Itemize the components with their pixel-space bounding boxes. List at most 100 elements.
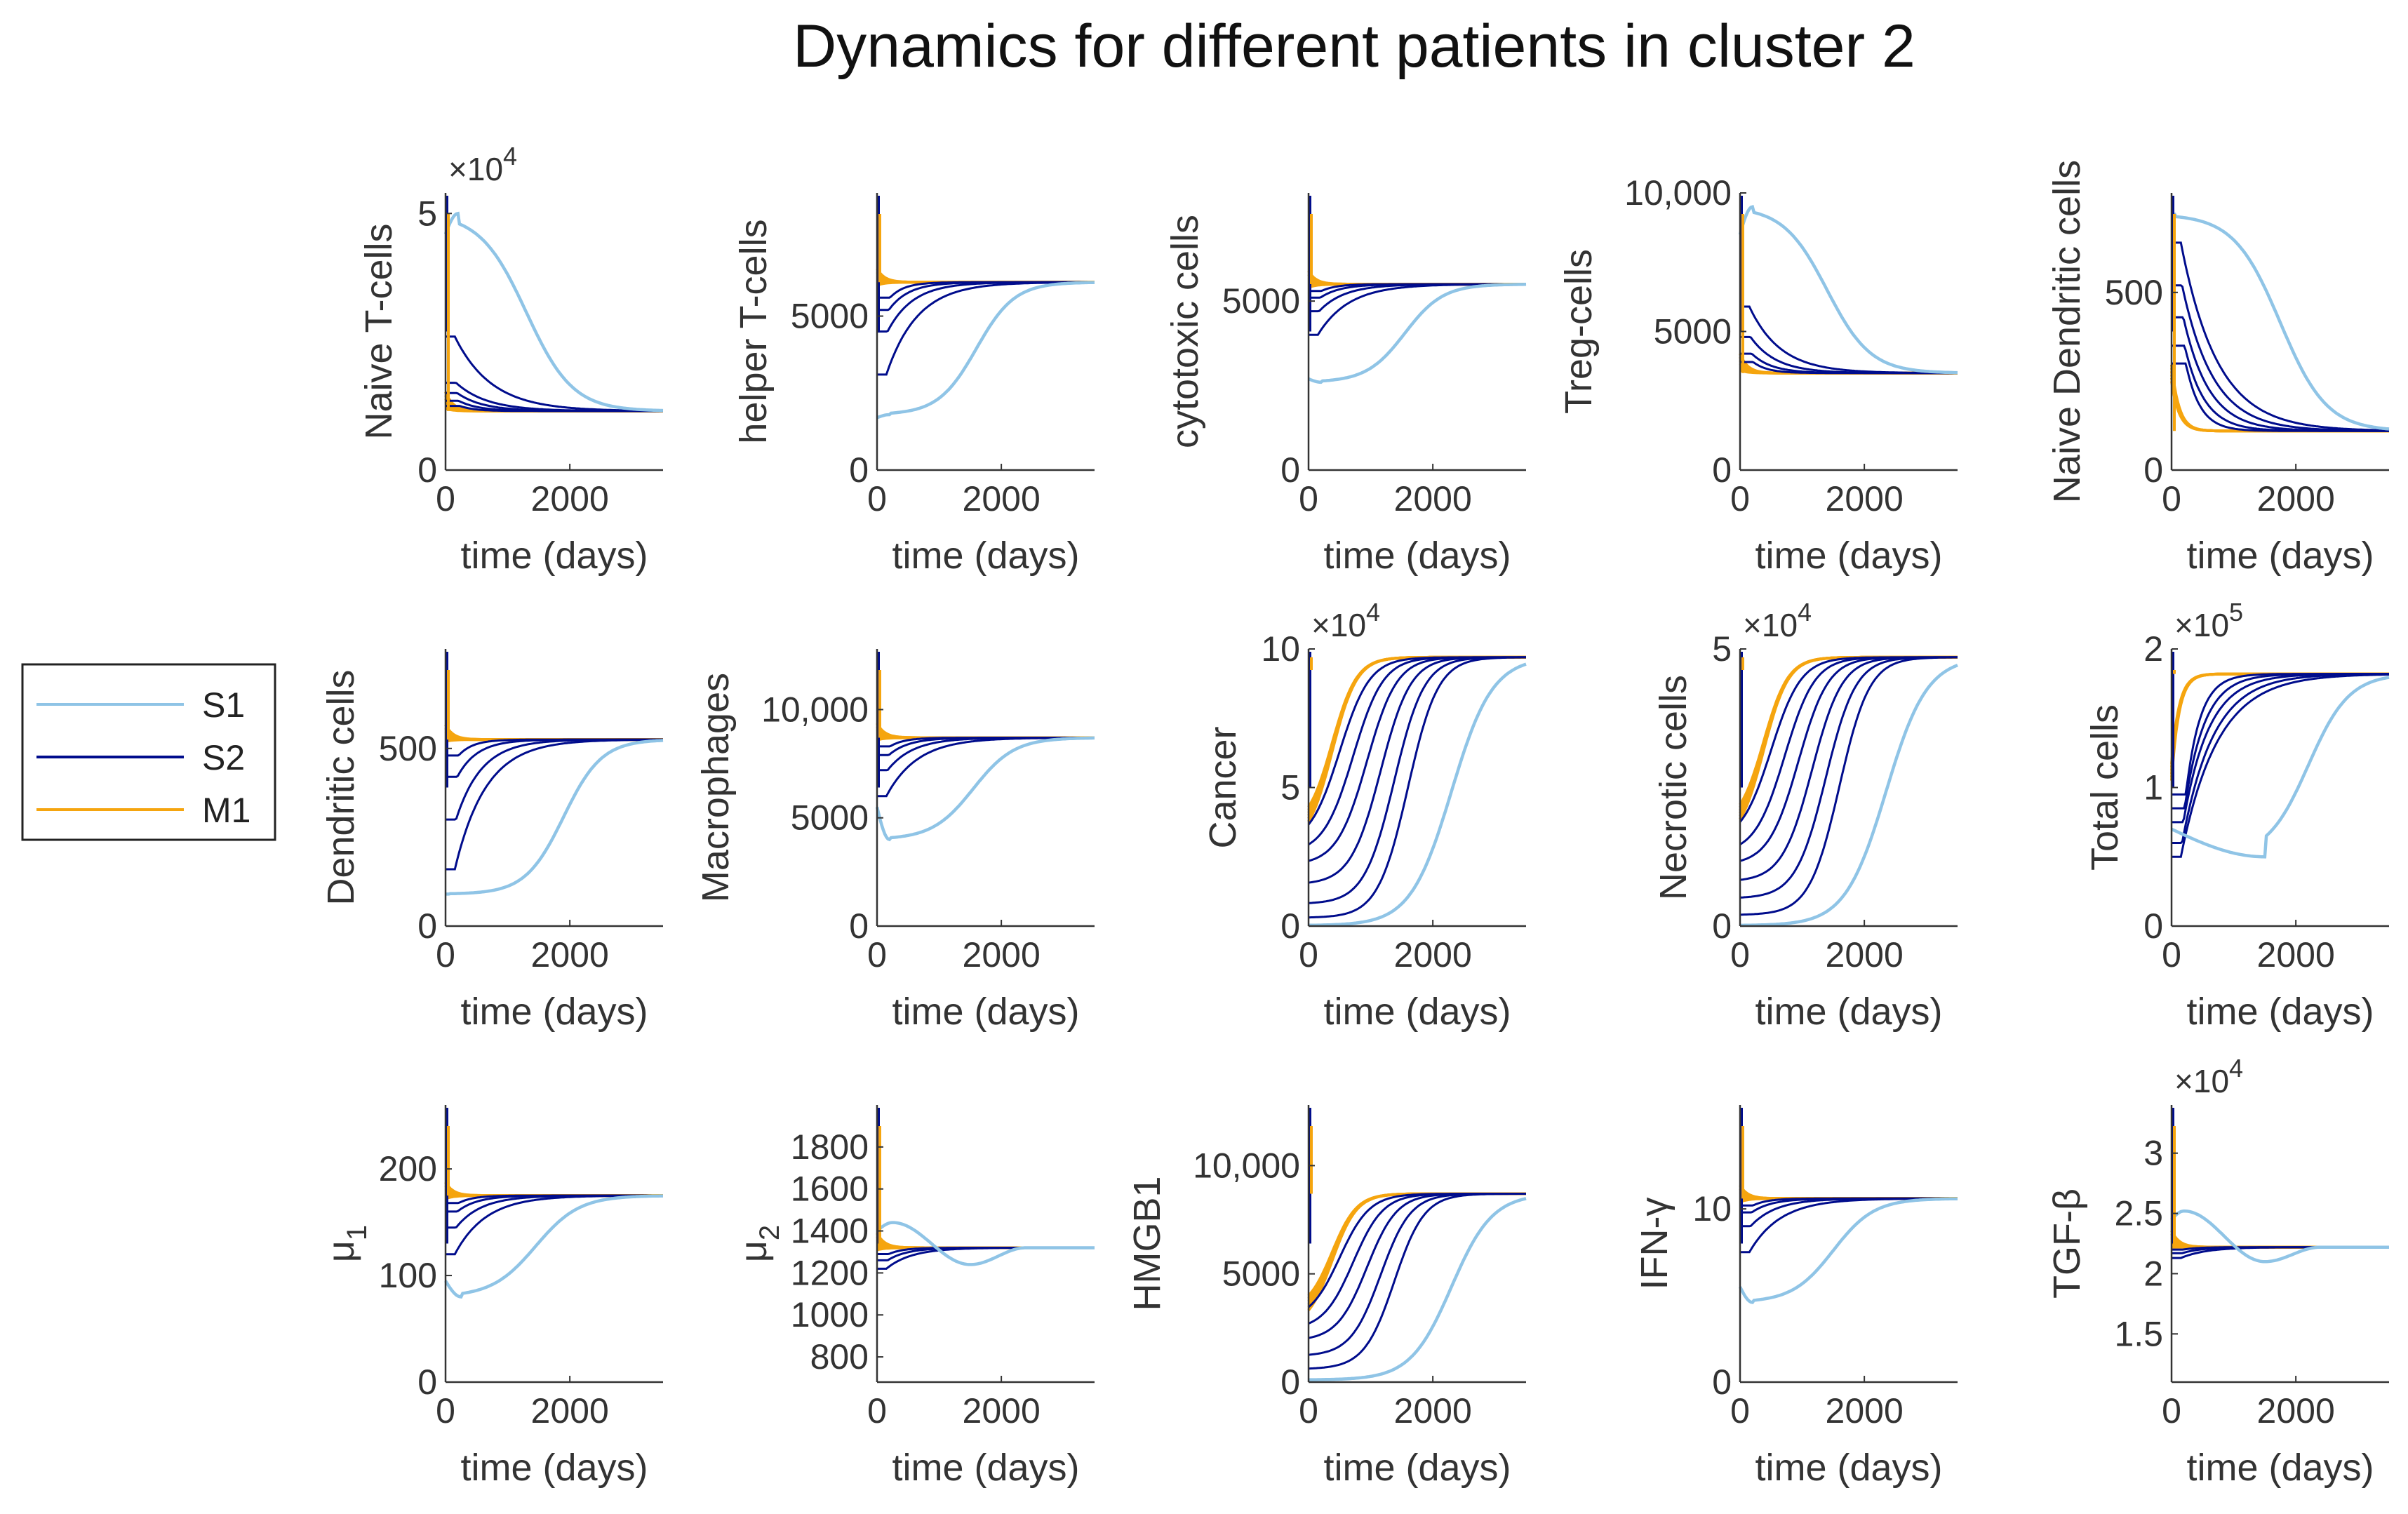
y-tick-label: 10,000: [1624, 173, 1732, 213]
y-tick-label: 1000: [791, 1295, 869, 1334]
y-tick-label: 1400: [791, 1212, 869, 1251]
x-tick-label: 0: [1730, 479, 1750, 518]
y-axis-label: IFN-γ: [1633, 1198, 1675, 1290]
series-s2-line: [1308, 656, 1526, 919]
y-tick-label: 5000: [1222, 281, 1300, 321]
y-tick-label: 200: [379, 1149, 437, 1188]
series-s2-line: [2172, 284, 2389, 432]
series-m1-line: [1739, 1184, 1958, 1200]
series-s1-line: [876, 281, 1095, 420]
series-s2-line: [1740, 656, 1958, 916]
series-s2-line: [1739, 656, 1958, 862]
y-axis-exponent: ×104: [448, 142, 517, 187]
series-m1-line: [2170, 672, 2389, 765]
x-axis-label: time (days): [1755, 535, 1942, 577]
x-tick-label: 2000: [1826, 479, 1904, 518]
series-m1-line: [876, 1235, 1095, 1250]
y-tick-label: 10: [1692, 1189, 1732, 1228]
series-m1-line: [1739, 655, 1958, 812]
subplot-11: 0 2000 0 100 200 time (days) μ1: [320, 1105, 663, 1489]
y-axis-exponent-power: 4: [1366, 598, 1380, 627]
x-axis-label: time (days): [1755, 991, 1942, 1033]
y-axis-label: Cancer: [1202, 726, 1244, 848]
series-m1-line: [444, 1181, 663, 1198]
series-s2-line: [2172, 241, 2390, 431]
x-tick-label: 0: [867, 935, 887, 974]
y-tick-label: 0: [1712, 906, 1732, 946]
x-tick-label: 2000: [1394, 479, 1472, 518]
x-axis-label: time (days): [2186, 535, 2374, 577]
y-tick-label: 0: [417, 906, 437, 946]
series-m1-line: [876, 722, 1095, 739]
y-axis-label: HMGB1: [1126, 1176, 1168, 1311]
x-axis-label: time (days): [1755, 1447, 1942, 1489]
x-tick-label: 2000: [1826, 1391, 1904, 1431]
x-tick-label: 2000: [963, 935, 1041, 974]
y-tick-label: 0: [2143, 450, 2163, 490]
x-tick-label: 2000: [531, 935, 609, 974]
x-tick-label: 0: [2162, 479, 2181, 518]
y-axis-label-subscript: 1: [342, 1225, 373, 1240]
x-tick-label: 2000: [2257, 1391, 2335, 1431]
x-tick-label: 2000: [963, 1391, 1041, 1431]
y-axis-exponent: ×104: [2174, 1054, 2243, 1099]
series-s1-line: [875, 736, 1095, 842]
series-s2-line: [446, 405, 663, 413]
subplot-3: 0 2000 0 5000 time (days) cytotoxic cells: [1164, 193, 1527, 577]
series-s1-line: [1740, 664, 1958, 927]
series-s2-line: [2172, 673, 2389, 796]
legend-label-m1: M1: [202, 791, 250, 830]
series-s1-line: [1738, 1197, 1958, 1304]
x-axis-label: time (days): [2186, 991, 2374, 1033]
series-m1-line: [1307, 655, 1526, 814]
x-tick-label: 0: [1730, 1391, 1750, 1431]
y-axis-exponent-power: 4: [2229, 1054, 2243, 1083]
series-s1-line: [2171, 676, 2390, 859]
series-s2-line: [2172, 673, 2389, 824]
x-tick-label: 0: [867, 1391, 887, 1431]
x-tick-label: 0: [1299, 479, 1318, 518]
series-s1-line: [443, 211, 664, 413]
y-tick-label: 0: [1280, 450, 1300, 490]
series-m1-line: [1307, 655, 1526, 811]
x-tick-label: 0: [436, 479, 455, 518]
x-tick-label: 2000: [1394, 1391, 1472, 1431]
series-s2-line: [877, 737, 1095, 748]
y-axis-label: TGF-β: [2046, 1188, 2088, 1299]
series-m1-line: [876, 725, 1095, 739]
series-m1-line: [876, 1232, 1095, 1250]
x-tick-label: 0: [1299, 935, 1318, 974]
subplot-5: 0 2000 0 500 time (days) Naive Dendritic cell…: [2046, 160, 2390, 577]
y-axis-label: Naive T-cells: [358, 223, 400, 439]
y-tick-label: 5: [1712, 629, 1732, 669]
series-s1-line: [446, 739, 664, 896]
x-tick-label: 2000: [1394, 935, 1472, 974]
y-tick-label: 0: [1280, 906, 1300, 946]
x-axis-label: time (days): [1323, 991, 1511, 1033]
subplot-7: 0 2000 0 5000 10,000 time (days) Macrophages: [695, 649, 1095, 1033]
y-axis-label: cytotoxic cells: [1164, 215, 1206, 448]
series-s2-line: [446, 738, 663, 871]
series-m1-line: [1739, 655, 1958, 815]
series-m1-line: [1739, 655, 1958, 806]
series-s2-line: [1739, 656, 1958, 823]
series-s2-line: [1308, 1193, 1526, 1308]
series-m1-line: [1739, 655, 1958, 809]
y-axis-exponent-power: 4: [503, 142, 517, 170]
series-s2-line: [1309, 283, 1527, 336]
x-axis-label: time (days): [1323, 535, 1511, 577]
x-axis-label: time (days): [460, 991, 648, 1033]
x-tick-label: 0: [867, 479, 887, 518]
y-tick-label: 800: [810, 1337, 869, 1376]
series-s1-line: [2170, 1209, 2389, 1264]
series-s2-line: [1308, 1193, 1526, 1356]
x-axis-label: time (days): [892, 535, 1079, 577]
y-tick-label: 5: [417, 194, 437, 233]
y-axis-label: helper T-cells: [733, 219, 775, 443]
subplot-4: 0 2000 0 5000 10,000 time (days) Treg-cells: [1558, 173, 1958, 577]
x-tick-label: 0: [436, 1391, 455, 1431]
y-tick-label: 10,000: [761, 690, 869, 729]
x-tick-label: 2000: [531, 1391, 609, 1431]
